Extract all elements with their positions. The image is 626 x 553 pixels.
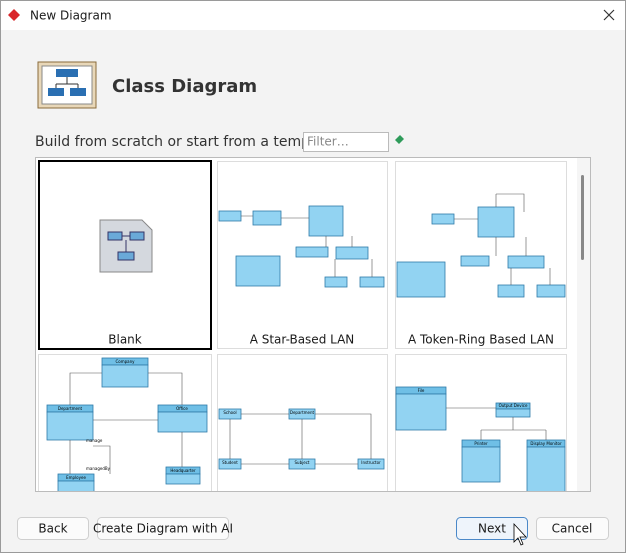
- ai-button[interactable]: [97, 517, 229, 540]
- class-name: Subject: [295, 460, 310, 465]
- button-label: Next: [478, 522, 506, 536]
- class-name: Office: [176, 406, 188, 411]
- class-name: Company: [115, 359, 135, 364]
- class-name: Department: [290, 410, 315, 415]
- prompt: Build from scratch or start from a templ…: [35, 134, 337, 150]
- class-name: Instructor: [361, 460, 381, 465]
- next-button[interactable]: [456, 517, 528, 540]
- class-name: Printer: [474, 441, 488, 446]
- window-title: New Diagram: [30, 9, 112, 23]
- blank-icon: [99, 219, 153, 273]
- thumbnail: [218, 205, 385, 288]
- cancel-button[interactable]: [536, 517, 609, 540]
- class-name: File: [418, 388, 425, 393]
- thumbnail: School Department Student Subject Instru…: [218, 408, 385, 470]
- class-name: Headquarter: [170, 468, 196, 473]
- filter-input[interactable]: [303, 132, 389, 152]
- close-button[interactable]: [603, 9, 615, 21]
- filter-placeholder: Filter…: [307, 135, 349, 149]
- scroll-thumb[interactable]: [581, 175, 584, 260]
- template-name: A Star-Based LAN: [250, 333, 355, 347]
- class-name: School: [223, 410, 236, 415]
- button-label: Create Diagram with AI: [93, 522, 233, 536]
- class-name: Department: [58, 406, 83, 411]
- template-card[interactable]: [395, 161, 567, 349]
- template-name: A Token-Ring Based LAN: [408, 333, 554, 347]
- filter-icon[interactable]: [395, 135, 404, 144]
- class-name: Display Monitor: [530, 441, 562, 446]
- title-bar: [1, 1, 625, 30]
- mouse-cursor: [513, 522, 527, 546]
- header-icon: [37, 61, 97, 109]
- header-title: Class Diagram: [112, 76, 257, 97]
- template-card[interactable]: [217, 354, 388, 505]
- template-name: Blank: [108, 333, 142, 347]
- scrollbar[interactable]: [577, 158, 590, 491]
- association-label: managedBy: [86, 466, 111, 471]
- thumbnail: [396, 193, 566, 298]
- button-label: Back: [38, 522, 67, 536]
- thumbnail: Company Department Office Employee Headq…: [46, 357, 208, 491]
- thumbnail: File Output Device Printer Display Monit…: [395, 386, 566, 491]
- class-name: Employee: [66, 475, 86, 480]
- back-button[interactable]: [17, 517, 89, 540]
- button-label: Cancel: [552, 522, 593, 536]
- app-icon: [8, 9, 20, 21]
- class-name: Student: [222, 460, 238, 465]
- class-name: Output Device: [499, 403, 528, 408]
- association-label: manage: [86, 438, 103, 443]
